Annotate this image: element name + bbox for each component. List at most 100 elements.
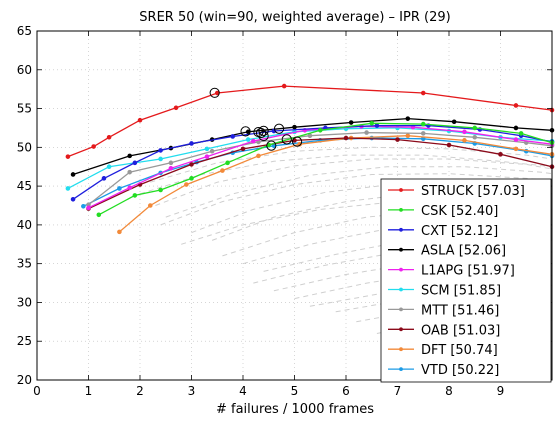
series-point xyxy=(256,153,261,159)
legend-swatch-dot xyxy=(399,247,403,252)
background-series-line xyxy=(165,166,553,218)
series-point xyxy=(209,148,215,154)
legend-swatch-dot xyxy=(399,327,403,332)
series-point xyxy=(446,142,452,148)
series-point xyxy=(132,160,138,166)
series-point xyxy=(106,134,112,140)
x-axis-label: # failures / 1000 frames xyxy=(216,402,374,417)
y-tick-label: 65 xyxy=(17,24,32,38)
series-point xyxy=(472,134,478,140)
x-tick-label: 1 xyxy=(85,384,93,398)
score-marker xyxy=(209,87,220,98)
y-tick-label: 20 xyxy=(17,373,32,387)
series-point xyxy=(127,153,132,159)
series-point xyxy=(81,203,86,209)
series-point xyxy=(395,137,400,142)
x-tick-label: 9 xyxy=(497,384,505,398)
series-point xyxy=(292,124,297,130)
series-group xyxy=(65,83,555,159)
y-tick-label: 60 xyxy=(17,63,32,77)
series-point xyxy=(281,83,287,89)
series-point xyxy=(132,193,138,198)
series-point xyxy=(420,131,426,136)
series-point xyxy=(513,125,519,131)
series-point xyxy=(204,146,210,152)
series-point xyxy=(245,137,251,142)
series-point xyxy=(462,129,467,135)
x-tick-label: 2 xyxy=(136,384,144,398)
series-point xyxy=(420,90,426,96)
series-point xyxy=(420,121,426,127)
background-series-line xyxy=(150,146,553,183)
legend-entry: DFT [50.74] xyxy=(421,343,498,358)
legend-swatch-dot xyxy=(399,367,403,371)
series-point xyxy=(317,127,323,133)
series-point xyxy=(364,130,369,135)
series-point xyxy=(369,120,375,126)
series-point xyxy=(158,148,163,153)
legend-swatch-dot xyxy=(399,188,403,192)
series-point xyxy=(101,176,107,181)
series-point xyxy=(137,117,143,123)
series-line xyxy=(83,137,553,207)
x-tick-label: 7 xyxy=(394,384,402,398)
series-point xyxy=(148,203,153,208)
series-point xyxy=(127,169,132,175)
series-point xyxy=(158,156,163,162)
series-point xyxy=(158,187,163,193)
legend-entry: STRUCK [57.03] xyxy=(421,184,525,199)
background-series-line xyxy=(191,181,553,234)
score-marker xyxy=(255,127,267,139)
series-point xyxy=(472,125,478,131)
series-point xyxy=(184,182,189,187)
score-marker xyxy=(258,125,269,136)
series-point xyxy=(498,152,503,157)
series-point xyxy=(168,165,174,171)
series-point xyxy=(117,229,122,235)
series-point xyxy=(168,160,174,166)
score-marker xyxy=(273,123,285,134)
legend-entry: MTT [51.46] xyxy=(421,303,499,318)
series-point xyxy=(307,133,313,138)
series-point xyxy=(189,141,194,146)
legend-entry: L1APG [51.97] xyxy=(421,264,515,279)
score-marker xyxy=(240,126,251,137)
score-marker xyxy=(291,136,303,147)
y-tick-label: 35 xyxy=(17,257,32,271)
legend-swatch-dot xyxy=(399,287,403,292)
series-point xyxy=(374,123,380,128)
series-line xyxy=(67,85,553,158)
legend-swatch-dot xyxy=(399,307,403,312)
series-lines xyxy=(65,83,555,235)
series-point xyxy=(343,135,349,141)
series-group xyxy=(86,130,555,208)
y-tick-label: 50 xyxy=(17,140,32,154)
y-tick-label: 25 xyxy=(17,334,32,348)
series-point xyxy=(173,105,179,111)
series-point xyxy=(189,162,194,167)
series-point xyxy=(70,196,76,202)
series-point xyxy=(405,116,411,121)
background-series-line xyxy=(160,173,553,226)
series-point xyxy=(220,168,225,173)
series-point xyxy=(240,146,246,152)
series-point xyxy=(513,146,519,152)
series-line xyxy=(72,117,553,176)
series-point xyxy=(518,131,524,136)
series-point xyxy=(189,176,194,181)
x-tick-label: 5 xyxy=(291,384,299,398)
series-point xyxy=(70,172,76,177)
y-tick-label: 30 xyxy=(17,295,32,309)
legend-entry: CSK [52.40] xyxy=(421,204,498,219)
series-point xyxy=(251,138,256,144)
score-marker xyxy=(266,140,277,151)
legend-entry: CXT [52.12] xyxy=(421,224,498,239)
series-point xyxy=(225,160,230,166)
y-tick-label: 45 xyxy=(17,179,32,193)
series-point xyxy=(513,103,519,108)
series-point xyxy=(65,154,71,159)
x-tick-label: 3 xyxy=(188,384,196,398)
y-tick-label: 55 xyxy=(17,102,32,116)
legend-entry: VTD [50.22] xyxy=(421,363,499,378)
